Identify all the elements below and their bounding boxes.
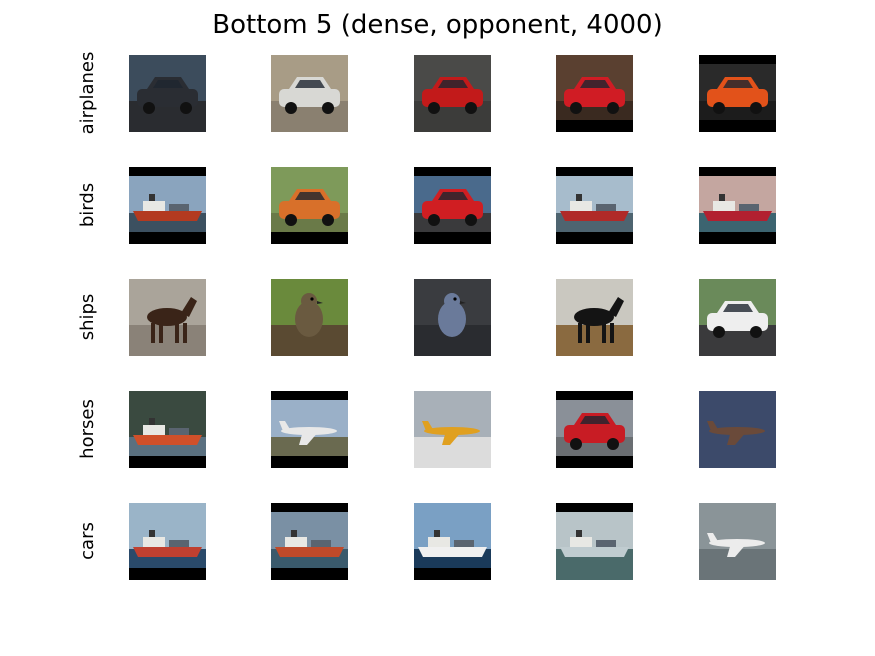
thumbnail-red-car-open-hood [414, 55, 491, 132]
thumbnail-jet-in-flight [699, 391, 776, 468]
thumbnail-dark-hatchback-car [129, 55, 206, 132]
thumbnail-image [271, 167, 348, 244]
thumbnail-white-race-car [699, 279, 776, 356]
thumbnail-image [414, 503, 491, 580]
thumbnail-image [699, 55, 776, 132]
thumbnail-image [556, 391, 633, 468]
thumbnail-image [414, 279, 491, 356]
thumbnail-image [271, 55, 348, 132]
thumbnail-tanker-port [271, 503, 348, 580]
thumbnail-airliner-landing [699, 503, 776, 580]
thumbnail-blue-bird-closeup [414, 279, 491, 356]
thumbnail-horse-with-cart [129, 279, 206, 356]
thumbnail-image [699, 167, 776, 244]
thumbnail-image [414, 55, 491, 132]
thumbnail-image [129, 391, 206, 468]
thumbnail-red-convertible-side [556, 391, 633, 468]
thumbnail-spotted-bird-branch [271, 279, 348, 356]
thumbnail-image [129, 279, 206, 356]
thumbnail-image [129, 55, 206, 132]
thumbnail-orange-muscle-car [271, 167, 348, 244]
thumbnail-container-ship-sea [129, 503, 206, 580]
thumbnail-image [699, 391, 776, 468]
thumbnail-image [271, 503, 348, 580]
thumbnail-orange-beetle-car [699, 55, 776, 132]
thumbnail-image [414, 391, 491, 468]
thumbnail-image [556, 503, 633, 580]
thumbnail-image [129, 167, 206, 244]
thumbnail-dressage-horse-rider [556, 279, 633, 356]
thumbnail-red-ferry-boat [556, 167, 633, 244]
thumbnail-ships-in-harbor [556, 503, 633, 580]
thumbnail-red-ship-mountains [129, 391, 206, 468]
thumbnail-image [699, 503, 776, 580]
thumbnail-white-cruise-ferry [414, 503, 491, 580]
thumbnail-yellow-plane-snow [414, 391, 491, 468]
row-label-horses: horses [77, 399, 98, 459]
thumbnail-image [556, 279, 633, 356]
thumbnail-image [271, 391, 348, 468]
row-label-birds: birds [77, 182, 98, 228]
thumbnail-red-hatchback-front [556, 55, 633, 132]
thumbnail-cargo-ship-harbor [129, 167, 206, 244]
row-label-cars: cars [77, 522, 98, 560]
row-label-airplanes: airplanes [77, 51, 98, 135]
thumbnail-image [414, 167, 491, 244]
thumbnail-silver-compact-car [271, 55, 348, 132]
row-label-ships: ships [77, 293, 98, 341]
thumbnail-image [271, 279, 348, 356]
thumbnail-image [129, 503, 206, 580]
thumbnail-image [556, 167, 633, 244]
figure-title: Bottom 5 (dense, opponent, 4000) [212, 10, 663, 40]
thumbnail-image [699, 279, 776, 356]
thumbnail-red-tanker-ship [699, 167, 776, 244]
thumbnail-red-convertible [414, 167, 491, 244]
thumbnail-airliner-on-runway [271, 391, 348, 468]
thumbnail-image [556, 55, 633, 132]
